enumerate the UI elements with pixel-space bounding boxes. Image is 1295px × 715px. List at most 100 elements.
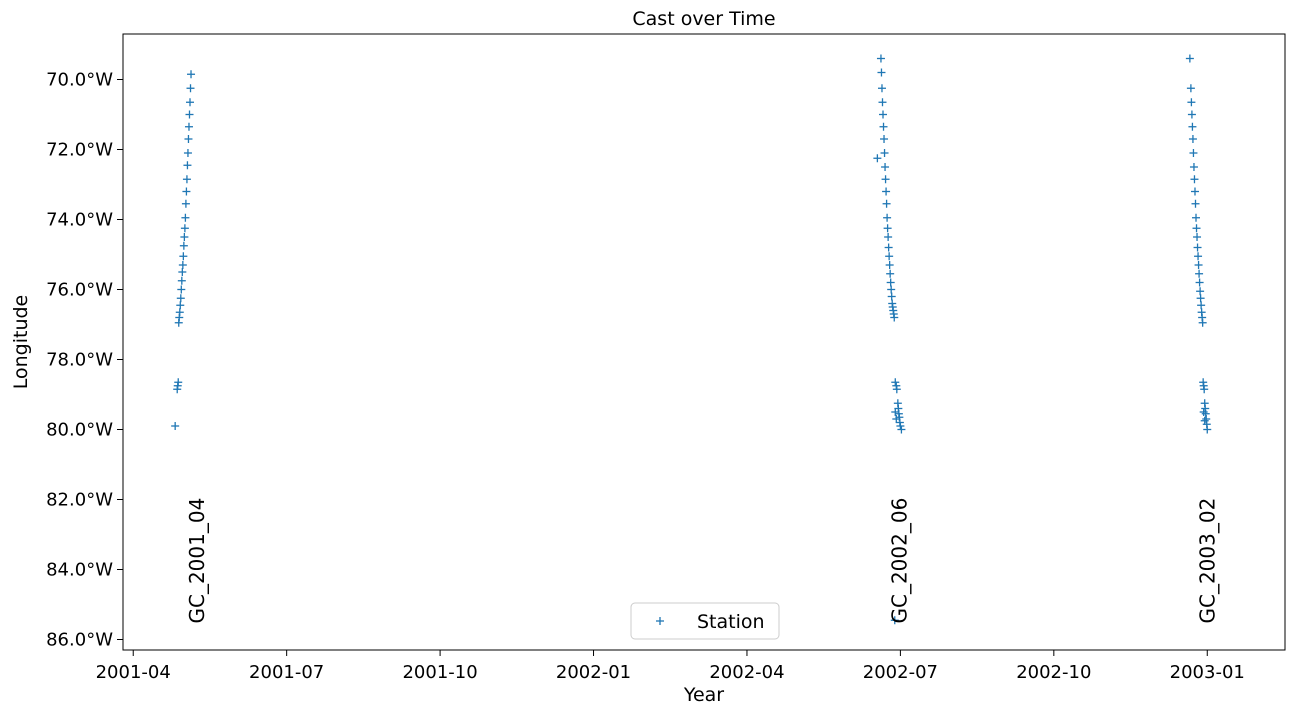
station-point — [183, 161, 192, 170]
station-point — [885, 252, 894, 261]
y-tick-label: 70.0°W — [46, 70, 113, 91]
station-point — [1190, 175, 1199, 184]
station-point — [1195, 269, 1204, 278]
data-points — [171, 54, 1212, 625]
station-point — [882, 199, 891, 208]
station-point — [1192, 213, 1201, 222]
station-point — [1196, 287, 1205, 296]
station-point — [890, 313, 899, 322]
station-point — [1196, 294, 1205, 303]
station-point — [176, 294, 185, 303]
station-point — [1195, 278, 1204, 287]
x-tick-label: 2003-01 — [1170, 662, 1245, 683]
station-point — [1190, 187, 1199, 196]
station-point — [886, 269, 895, 278]
cruise-label: GC_2003_02 — [1195, 498, 1219, 624]
y-axis-title: Longitude — [10, 295, 32, 390]
station-point — [873, 154, 882, 163]
station-point — [885, 261, 894, 269]
x-axis-title: Year — [683, 684, 724, 706]
station-point — [882, 187, 891, 196]
legend-box — [630, 602, 780, 640]
chart-title: Cast over Time — [632, 8, 775, 30]
station-point — [1192, 224, 1201, 233]
x-tick-label: 2001-04 — [96, 662, 171, 683]
station-point — [881, 163, 890, 171]
station-point — [1187, 110, 1196, 119]
x-tick-label: 2002-10 — [1016, 662, 1091, 683]
station-point — [1203, 425, 1212, 434]
station-point — [887, 285, 896, 294]
station-point — [896, 422, 905, 430]
station-point — [1194, 252, 1203, 261]
station-point — [897, 425, 906, 434]
y-tick-label: 78.0°W — [46, 350, 113, 371]
station-point — [881, 175, 890, 184]
cruise-label: GC_2002_06 — [887, 498, 911, 624]
station-point — [892, 385, 901, 394]
station-point — [1188, 135, 1197, 143]
station-point — [176, 301, 185, 310]
station-point — [185, 98, 194, 107]
station-point — [181, 199, 190, 208]
station-point — [876, 54, 885, 63]
legend-plus-marker — [656, 617, 664, 625]
station-point — [179, 241, 188, 250]
station-point — [185, 110, 194, 119]
station-point — [178, 261, 187, 269]
station-point — [1198, 318, 1207, 327]
station-point — [1188, 122, 1197, 131]
station-point — [884, 233, 893, 241]
y-tick-label: 80.0°W — [46, 420, 113, 441]
station-point — [880, 135, 889, 143]
station-point — [1200, 416, 1209, 425]
station-point — [1197, 301, 1206, 310]
station-point — [890, 616, 899, 625]
station-point — [175, 308, 184, 317]
station-point — [183, 149, 192, 157]
station-point — [1187, 98, 1196, 107]
x-axis: 2001-04 2001-07 2001-10 2002-01 2002-04 2002-… — [96, 650, 1245, 683]
station-point — [179, 252, 188, 261]
station-point — [180, 224, 189, 233]
station-point — [1193, 243, 1202, 252]
station-point — [1200, 385, 1209, 394]
station-point — [182, 187, 191, 196]
station-point — [181, 213, 190, 222]
station-point — [883, 213, 892, 222]
x-tick-label: 2002-01 — [556, 662, 631, 683]
legend-label: Station — [697, 611, 765, 633]
y-tick-label: 86.0°W — [46, 630, 113, 651]
station-point — [184, 135, 193, 143]
x-tick-label: 2002-04 — [709, 662, 784, 683]
station-point — [879, 110, 888, 119]
station-point — [177, 276, 186, 285]
x-tick-label: 2001-10 — [402, 662, 477, 683]
y-axis: 70.0°W 72.0°W 74.0°W 76.0°W 78.0°W 80.0°W 82.0… — [46, 70, 123, 651]
station-point — [1199, 408, 1208, 416]
x-tick-label: 2001-07 — [249, 662, 324, 683]
y-tick-label: 76.0°W — [46, 280, 113, 301]
station-point — [877, 84, 886, 93]
station-point — [880, 149, 889, 157]
station-point — [884, 243, 893, 252]
station-point — [1186, 84, 1195, 93]
station-point — [879, 122, 888, 131]
station-point — [186, 84, 195, 93]
station-point — [1189, 163, 1198, 171]
station-point — [1185, 54, 1194, 63]
station-point — [892, 415, 901, 423]
cruise-label: GC_2001_04 — [185, 498, 209, 624]
plot-area — [122, 33, 1286, 651]
station-point — [177, 285, 186, 294]
station-point — [887, 292, 896, 301]
station-point — [891, 408, 900, 416]
station-point — [1189, 149, 1198, 157]
y-tick-label: 74.0°W — [46, 210, 113, 231]
x-tick-label: 2002-07 — [863, 662, 938, 683]
station-point — [877, 68, 886, 77]
station-point — [1191, 199, 1200, 208]
station-point — [883, 224, 892, 233]
y-tick-label: 84.0°W — [46, 560, 113, 581]
